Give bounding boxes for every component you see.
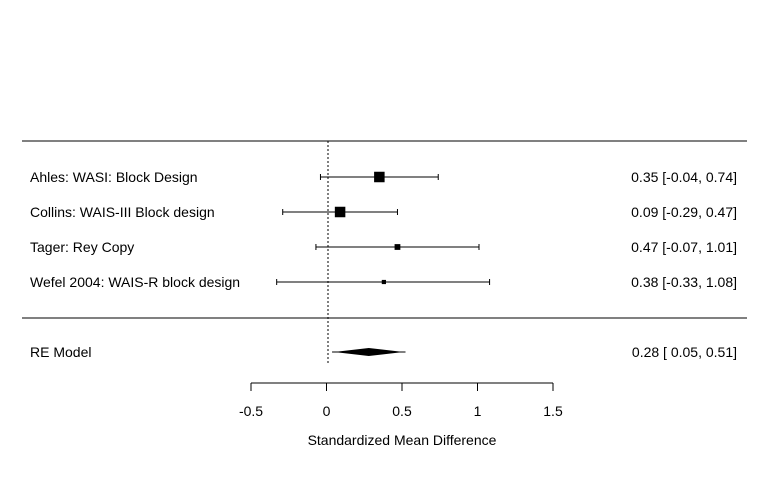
study-label: Tager: Rey Copy — [30, 239, 134, 255]
ci-text: 0.09 [-0.29, 0.47] — [631, 204, 737, 220]
summary-diamond — [334, 348, 404, 356]
point-estimate — [394, 244, 401, 250]
ci-text: 0.38 [-0.33, 1.08] — [631, 274, 737, 290]
summary-label: RE Model — [30, 344, 91, 360]
x-tick-label: 1.5 — [543, 403, 563, 419]
x-tick-label: 1 — [474, 403, 482, 419]
x-tick-label: 0.5 — [392, 403, 412, 419]
study-label: Ahles: WASI: Block Design — [30, 169, 198, 185]
point-estimate — [381, 279, 386, 285]
ci-text: 0.47 [-0.07, 1.01] — [631, 239, 737, 255]
point-estimate — [374, 171, 385, 183]
summary-ci-text: 0.28 [ 0.05, 0.51] — [632, 344, 737, 360]
point-estimate — [334, 206, 346, 218]
study-label: Wefel 2004: WAIS-R block design — [30, 274, 240, 290]
ci-text: 0.35 [-0.04, 0.74] — [631, 169, 737, 185]
study-label: Collins: WAIS-III Block design — [30, 204, 215, 220]
x-tick-label: -0.5 — [239, 403, 263, 419]
x-tick-label: 0 — [323, 403, 331, 419]
x-axis-label: Standardized Mean Difference — [308, 432, 497, 448]
